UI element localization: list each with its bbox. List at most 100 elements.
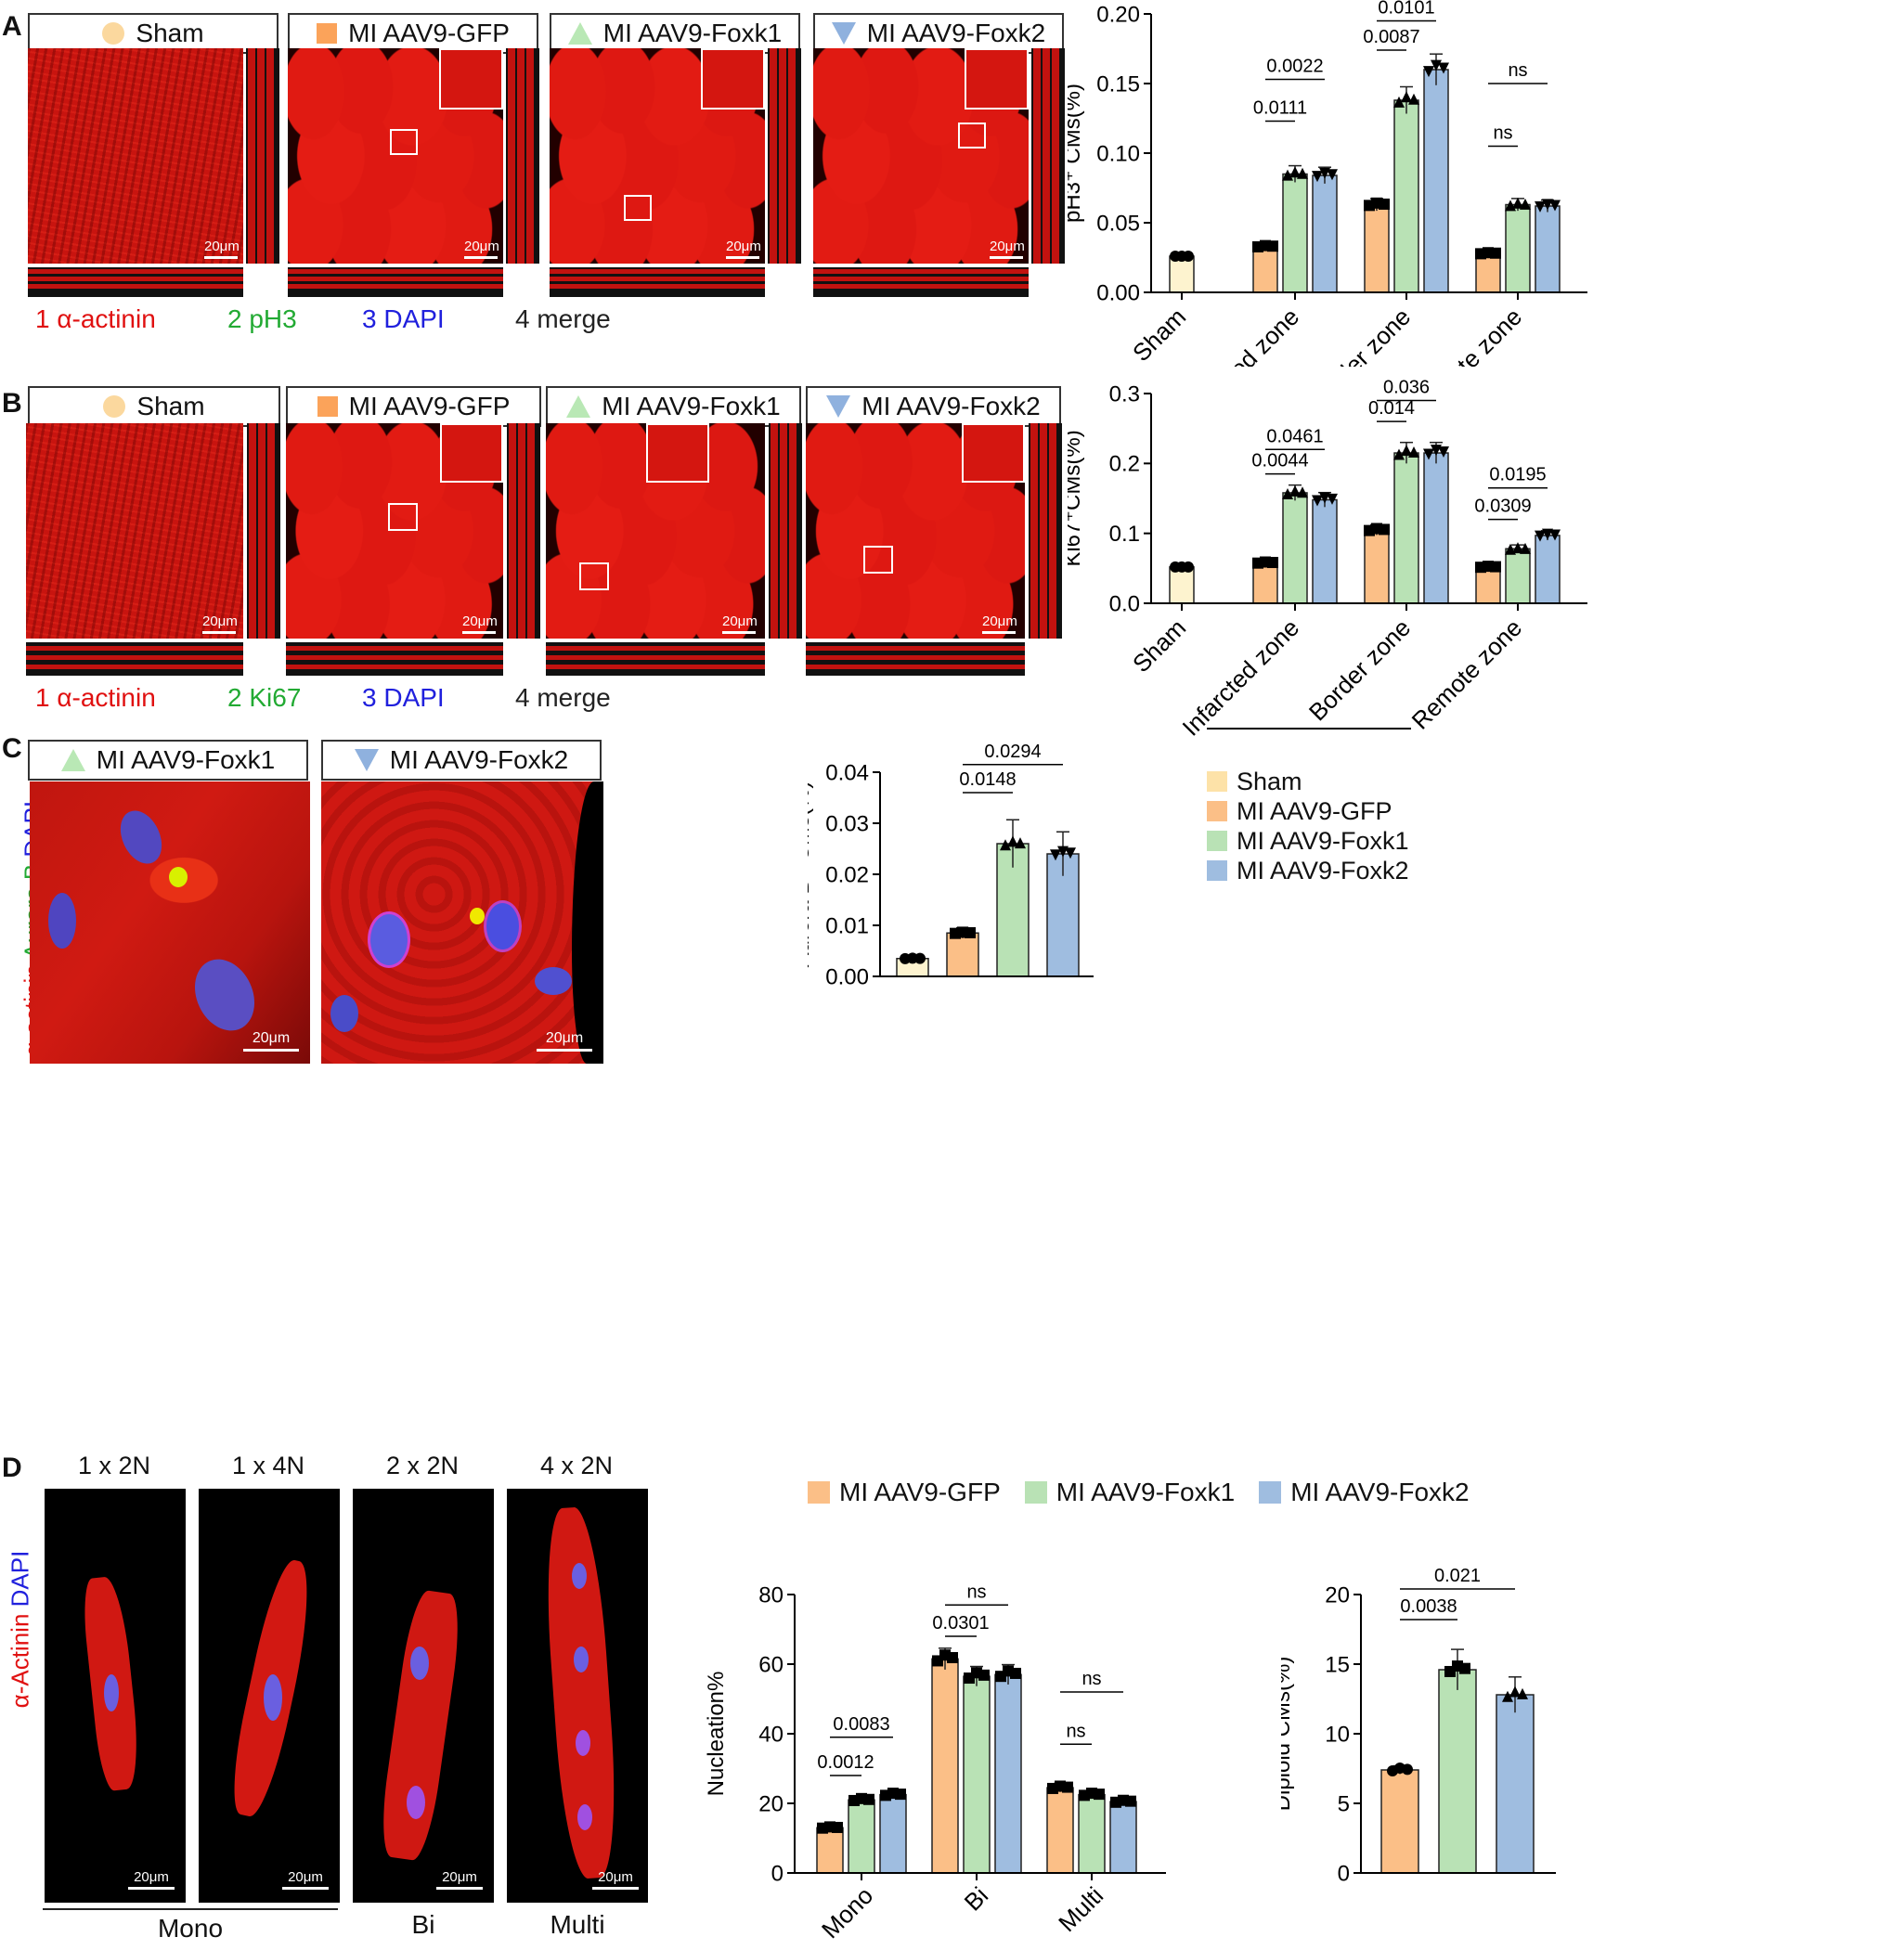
y-tick-label: 20 <box>758 1791 784 1816</box>
data-point-square <box>1267 240 1278 252</box>
scale-bar: 20μm <box>204 239 240 259</box>
bar <box>1282 173 1308 293</box>
legend-item-foxk1: MI AAV9-Foxk1 <box>1024 1478 1235 1507</box>
bottom-projection <box>813 267 1029 297</box>
significance-label: 0.0038 <box>1400 1596 1457 1617</box>
x-tick-label: Bi <box>959 1881 994 1917</box>
bar <box>1438 1669 1477 1874</box>
nucleus <box>104 1674 119 1711</box>
significance-label: 0.014 <box>1368 398 1415 419</box>
cell-image-4x2n: 20μm <box>507 1489 648 1903</box>
legend-item-foxk2: MI AAV9-Foxk2 <box>1207 856 1409 885</box>
legend-swatch <box>1207 801 1227 821</box>
roi-box <box>624 195 652 221</box>
bar <box>1312 498 1338 604</box>
data-point-square <box>1379 198 1390 210</box>
data-point-triangle <box>1408 446 1419 458</box>
bar <box>1380 1769 1419 1874</box>
y-tick-label: 15 <box>1325 1652 1350 1677</box>
scale-bar: 20μm <box>282 1869 329 1890</box>
header-label: MI AAV9-Foxk1 <box>602 392 781 420</box>
bi-label: Bi <box>411 1910 435 1939</box>
data-point-square <box>895 1789 906 1801</box>
y-tick-label: 0.0 <box>1109 591 1140 616</box>
nucleus <box>577 1804 592 1830</box>
bar <box>1046 1787 1074 1874</box>
channel-4-label: 4 merge <box>515 304 611 333</box>
scale-bar: 20μm <box>128 1869 175 1890</box>
header-label: Sham <box>136 392 205 420</box>
bar <box>1364 529 1390 604</box>
x-tick-label: Sham <box>1127 303 1191 367</box>
cell-type-label: 2 x 2N <box>385 1452 460 1479</box>
data-point-triangle <box>1289 166 1301 178</box>
legend-swatch <box>808 1481 830 1504</box>
micrograph-sham-b: 20μm <box>26 423 243 639</box>
data-point-square <box>1490 247 1501 259</box>
y-tick-label: 0.00 <box>825 964 869 989</box>
data-point-square <box>1459 1662 1470 1674</box>
data-point-triangle <box>1000 839 1011 851</box>
data-point-square <box>1094 1789 1105 1801</box>
y-axis-label: Nucleation% <box>706 1672 729 1797</box>
cell-image-1x2n: 20μm <box>45 1489 186 1903</box>
nucleus <box>574 1647 589 1672</box>
tissue-edge <box>572 781 603 1064</box>
significance-label: 0.0022 <box>1266 57 1323 77</box>
zoom-inset <box>439 48 503 110</box>
micrograph-sham-a: 20μm <box>28 48 243 264</box>
data-point-triangle <box>1327 169 1338 181</box>
stain-dapi: DAPI <box>6 1550 34 1608</box>
data-point-triangle <box>1401 445 1412 457</box>
header-label: MI AAV9-Foxk1 <box>96 745 276 774</box>
header-label: MI AAV9-Foxk1 <box>602 19 783 47</box>
legend-item-gfp: MI AAV9-GFP <box>1207 796 1409 826</box>
bar <box>879 1793 907 1874</box>
data-point-square <box>1267 557 1278 569</box>
nucleus <box>407 1786 425 1819</box>
channel-2-label: 2 pH3 <box>227 304 297 333</box>
legend-swatch <box>1259 1481 1282 1504</box>
scale-bar: 20μm <box>436 1869 483 1890</box>
data-point-triangle <box>1282 488 1293 500</box>
channel-4-label: 4 merge <box>515 683 611 712</box>
triangle-down-icon <box>354 749 379 771</box>
nucleus <box>535 967 572 995</box>
bar <box>1169 255 1195 293</box>
c-stain-labels: α-actinin Aurora B DAPI <box>4 784 47 1063</box>
significance-label: 0.0294 <box>984 743 1041 762</box>
x-tick-label: Mono <box>816 1881 878 1944</box>
bar <box>1393 99 1419 293</box>
micrograph-gfp-b: 20μm <box>286 423 503 639</box>
x-tick-label: Remote zone <box>1406 303 1528 367</box>
data-point-triangle <box>1517 1687 1528 1699</box>
data-point-triangle <box>1438 62 1449 74</box>
y-tick-label: 0.00 <box>1096 280 1140 305</box>
data-point-triangle <box>1007 835 1018 847</box>
data-point-triangle <box>1535 530 1546 542</box>
data-point-triangle <box>1312 171 1323 183</box>
nucleus <box>264 1674 282 1721</box>
y-tick-label: 0 <box>1338 1861 1350 1886</box>
data-point-triangle <box>1327 493 1338 505</box>
chart-d1: 0 20 40 60 80 Nucleation% Mono Bi Multi 0.0012 0.0… <box>706 1582 1166 1944</box>
legend-swatch <box>1207 771 1227 792</box>
nucleus <box>484 900 522 952</box>
nucleus <box>183 949 266 1040</box>
x-tick-label: Border zone <box>1303 303 1416 367</box>
micrograph-foxk1-a: 20μm <box>550 48 765 264</box>
bar <box>1282 492 1308 604</box>
bar <box>1312 174 1338 293</box>
chart-d2: 0 5 10 15 20 Diploid CMs(%) 0.0038 0.021 <box>1281 1566 1556 1886</box>
y-tick-label: 0.10 <box>1096 141 1140 166</box>
data-point-triangle <box>1512 542 1523 554</box>
d-legend: MI AAV9-GFP MI AAV9-Foxk1 MI AAV9-Foxk2 <box>808 1478 1470 1507</box>
zoom-inset <box>701 48 765 110</box>
scale-bar: 20μm <box>592 1869 639 1890</box>
data-point-triangle <box>1549 200 1561 212</box>
panel-a-label: A <box>2 11 22 42</box>
data-point-triangle <box>1535 200 1546 213</box>
x-tick-label: Remote zone <box>1406 613 1528 735</box>
data-point-square <box>1062 1781 1073 1793</box>
data-point-triangle <box>1401 91 1412 103</box>
